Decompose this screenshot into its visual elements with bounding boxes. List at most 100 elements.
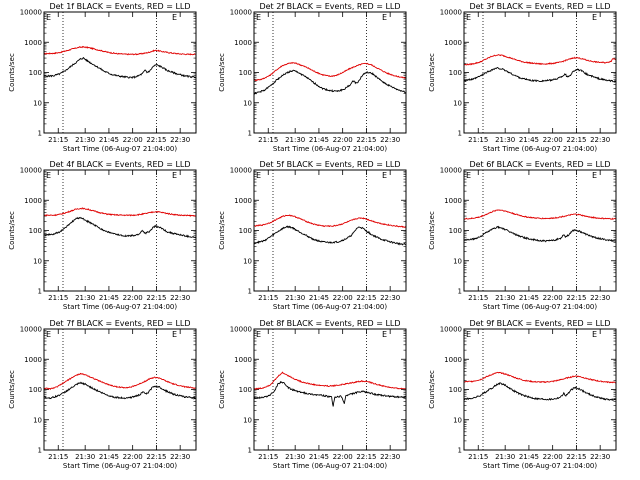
y-tick-label: 100 (449, 386, 462, 394)
x-tick-label: 21:15 (48, 136, 68, 144)
x-tick-label: 21:30 (75, 136, 95, 144)
corner-tag-right: E (592, 330, 597, 339)
y-tick-label: 1000 (24, 356, 42, 364)
x-tick-label: 21:30 (285, 294, 305, 302)
y-axis-label: Counts/sec (428, 53, 436, 92)
x-tick-label: 22:00 (123, 294, 143, 302)
y-tick-label: 1000 (234, 39, 252, 47)
corner-tag-right: E (382, 330, 387, 339)
y-tick-label: 100 (239, 227, 252, 235)
panel-1: Det 1f BLACK = Events, RED = LLD 1 10 100 10… (8, 2, 197, 153)
y-tick-label: 10000 (20, 9, 42, 17)
x-tick-label: 22:15 (356, 136, 376, 144)
y-tick-label: 10 (243, 99, 252, 107)
y-tick-label: 1 (38, 130, 42, 138)
x-tick-label: 22:30 (590, 136, 610, 144)
panel-2: Det 2f BLACK = Events, RED = LLD 1 10 100 10… (218, 2, 407, 153)
x-tick-label: 22:30 (170, 136, 190, 144)
plot-frame (43, 11, 197, 134)
x-tick-label: 21:45 (99, 294, 119, 302)
y-tick-label: 1000 (24, 39, 42, 47)
x-tick-label: 22:15 (146, 294, 166, 302)
y-axis-label: Counts/sec (8, 211, 16, 250)
panel-9: Det 9f BLACK = Events, RED = LLD 1 10 100 10… (428, 319, 617, 470)
lld-series-line (253, 61, 406, 82)
y-axis-label: Counts/sec (218, 53, 226, 92)
lld-series-line (463, 371, 617, 384)
y-tick-label: 10 (33, 99, 42, 107)
y-tick-label: 10 (243, 416, 252, 424)
lld-series-line (253, 214, 407, 229)
corner-tag-left: E (256, 13, 261, 22)
y-tick-label: 1000 (234, 356, 252, 364)
x-tick-label: 22:15 (356, 294, 376, 302)
panel-8: Det 8f BLACK = Events, RED = LLD 1 10 100 10… (218, 319, 407, 470)
y-axis-label: Counts/sec (8, 370, 16, 409)
x-tick-label: 21:15 (258, 294, 278, 302)
corner-tag-left: E (466, 171, 471, 180)
x-axis-label: Start Time (06-Aug-07 21:04:00) (63, 303, 177, 311)
x-tick-label: 21:15 (468, 453, 488, 461)
y-tick-label: 100 (29, 227, 42, 235)
y-tick-label: 10 (33, 416, 42, 424)
corner-tag-right: E (172, 330, 177, 339)
x-tick-label: 22:00 (543, 136, 563, 144)
y-tick-label: 1000 (24, 197, 42, 205)
y-tick-label: 10000 (440, 326, 462, 334)
corner-tag-left: E (256, 171, 261, 180)
lld-series-line (43, 372, 196, 391)
panel-5: Det 5f BLACK = Events, RED = LLD 1 10 100 10… (218, 160, 407, 311)
x-tick-label: 21:15 (48, 453, 68, 461)
y-tick-label: 100 (29, 69, 42, 77)
y-axis-label: Counts/sec (218, 370, 226, 409)
panel-title: Det 4f BLACK = Events, RED = LLD (49, 160, 190, 169)
events-series-line (253, 380, 407, 407)
x-tick-label: 22:15 (566, 136, 586, 144)
x-tick-label: 22:30 (590, 453, 610, 461)
corner-tag-left: E (466, 330, 471, 339)
panel-4: Det 4f BLACK = Events, RED = LLD 1 10 100 10… (8, 160, 197, 311)
y-tick-label: 1 (248, 130, 252, 138)
plot-frame (253, 11, 407, 134)
plot-frame (43, 169, 197, 292)
x-tick-label: 22:15 (356, 453, 376, 461)
x-tick-label: 22:15 (566, 294, 586, 302)
y-tick-label: 1 (38, 288, 42, 296)
x-tick-label: 21:15 (468, 294, 488, 302)
lld-series-line (44, 207, 197, 218)
panel-title: Det 9f BLACK = Events, RED = LLD (469, 319, 610, 328)
events-series-line (254, 69, 407, 95)
events-series-line (463, 382, 617, 401)
y-tick-label: 10 (243, 257, 252, 265)
corner-tag-right: E (592, 13, 597, 22)
x-tick-label: 21:30 (75, 453, 95, 461)
y-tick-label: 10 (453, 99, 462, 107)
x-axis-label: Start Time (06-Aug-07 21:04:00) (63, 145, 177, 153)
y-tick-label: 1 (248, 447, 252, 455)
corner-tag-left: E (466, 13, 471, 22)
x-tick-label: 21:30 (495, 294, 515, 302)
panel-6: Det 6f BLACK = Events, RED = LLD 1 10 100 10… (428, 160, 617, 311)
y-tick-label: 1 (458, 447, 462, 455)
plot-frame (253, 169, 407, 292)
x-tick-label: 22:00 (333, 294, 353, 302)
plot-frame (463, 328, 617, 451)
x-tick-label: 21:15 (48, 294, 68, 302)
corner-tag-left: E (46, 13, 51, 22)
y-tick-label: 1000 (444, 356, 462, 364)
x-axis-label: Start Time (06-Aug-07 21:04:00) (483, 303, 597, 311)
events-series-line (463, 66, 617, 83)
corner-tag-right: E (382, 171, 387, 180)
x-tick-label: 21:45 (309, 453, 329, 461)
x-tick-label: 22:15 (566, 453, 586, 461)
y-tick-label: 10000 (440, 9, 462, 17)
y-tick-label: 10000 (230, 326, 252, 334)
x-tick-label: 21:45 (519, 453, 539, 461)
x-tick-label: 21:45 (519, 294, 539, 302)
lld-series-line (463, 209, 617, 220)
x-tick-label: 22:00 (123, 453, 143, 461)
x-tick-label: 21:15 (258, 136, 278, 144)
y-tick-label: 1000 (234, 197, 252, 205)
lld-series-line (44, 45, 197, 56)
